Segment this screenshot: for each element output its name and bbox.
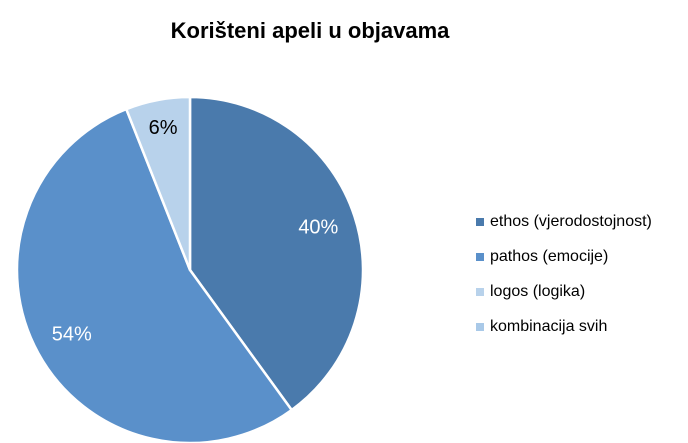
legend-label: logos (logika)	[490, 283, 585, 300]
legend-label: pathos (emocije)	[490, 248, 608, 265]
legend-swatch	[476, 323, 484, 331]
data-label: 6%	[149, 117, 178, 139]
chart-title: Korišteni apeli u objavama	[171, 18, 451, 43]
pie-slice	[15, 107, 294, 443]
legend-label: kombinacija svih	[490, 318, 607, 335]
data-label: 40%	[298, 217, 338, 239]
legend-swatch	[476, 218, 484, 226]
legend-label: ethos (vjerodostojnost)	[490, 213, 652, 230]
pie-slice	[124, 95, 192, 271]
legend-swatch	[476, 288, 484, 296]
pie-slice	[188, 95, 365, 412]
data-label: 54%	[52, 323, 92, 345]
legend-swatch	[476, 253, 484, 261]
